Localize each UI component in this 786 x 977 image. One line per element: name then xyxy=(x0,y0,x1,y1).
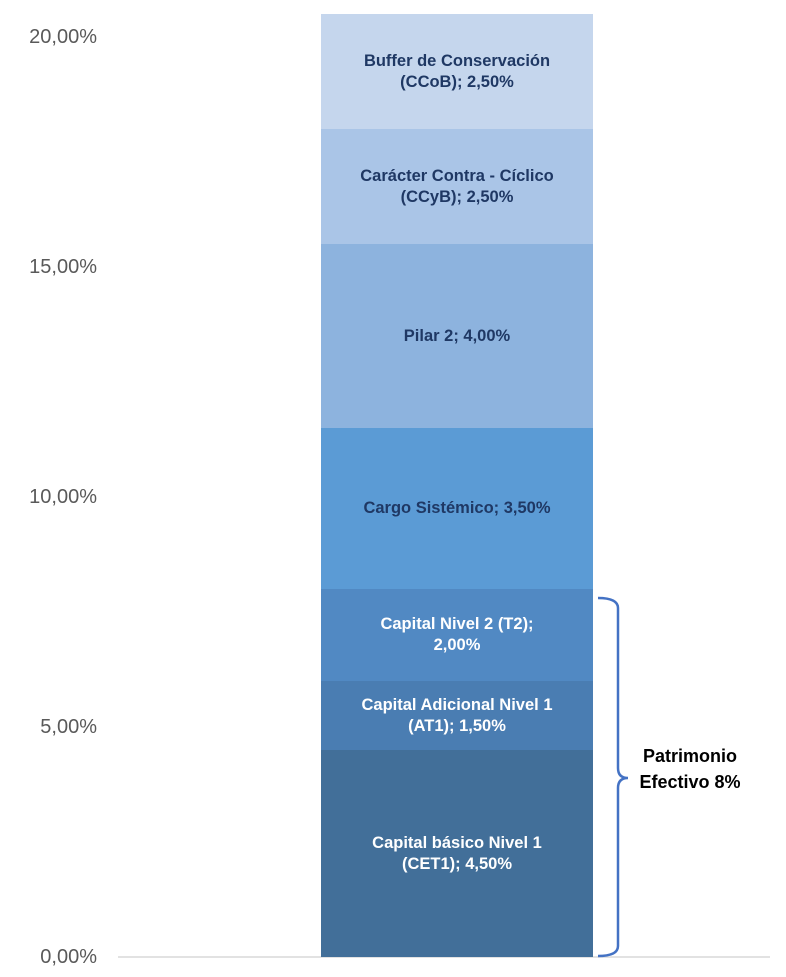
bar-segment xyxy=(321,681,593,750)
data-label: Capital Nivel 2 (T2); 2,00% xyxy=(380,615,534,654)
y-tick-label: 15,00% xyxy=(29,256,97,278)
y-tick-label: 0,00% xyxy=(40,946,97,968)
y-tick-label: 5,00% xyxy=(40,716,97,738)
bar-segment xyxy=(321,14,593,129)
bar-segment xyxy=(321,428,593,589)
bar-segment xyxy=(321,589,593,681)
y-tick-label: 10,00% xyxy=(29,486,97,508)
y-tick-label: 20,00% xyxy=(29,26,97,48)
annotation: Patrimonio Efectivo 8% xyxy=(639,746,741,792)
data-label: Cargo Sistémico; 3,50% xyxy=(363,499,551,517)
data-label: Pilar 2; 4,00% xyxy=(403,326,511,345)
data-label: Carácter Contra - Cíclico (CCyB); 2,50% xyxy=(360,166,554,206)
bar-segment xyxy=(321,750,593,957)
data-label: Capital básico Nivel 1 (CET1); 4,50% xyxy=(372,833,542,873)
bar-segment xyxy=(321,244,593,428)
data-label: Buffer de Conservación (CCoB); 2,50% xyxy=(363,51,551,91)
data-label: Capital Adicional Nivel 1 (AT1); 1,50% xyxy=(361,695,553,735)
bar-segment xyxy=(321,129,593,244)
bracket xyxy=(597,596,629,958)
